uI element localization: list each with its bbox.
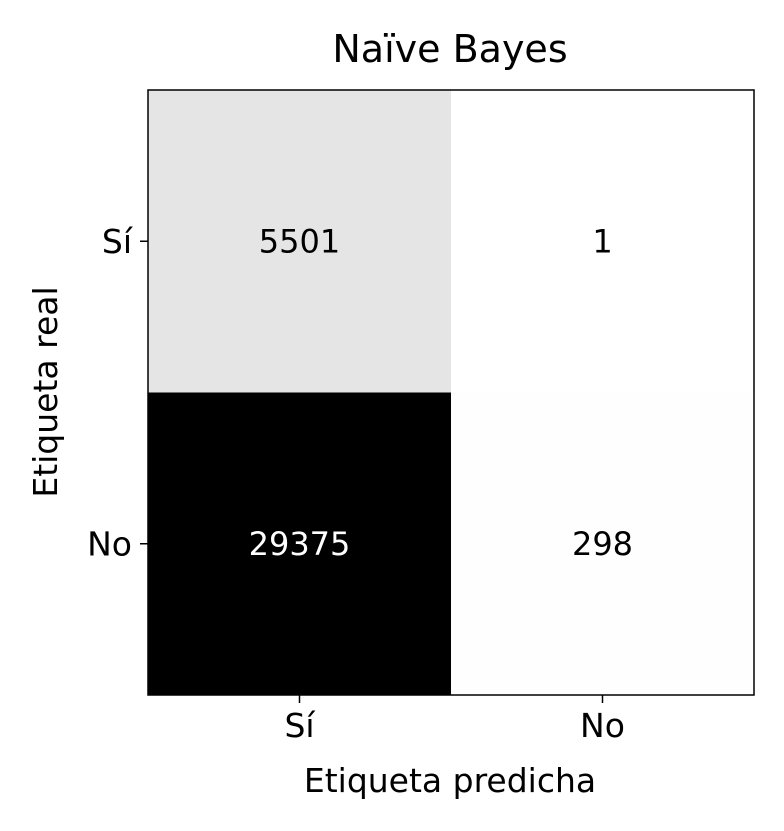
cell-0-0	[148, 90, 452, 393]
chart-title: Naïve Bayes	[332, 27, 567, 71]
cell-value-0-1: 1	[592, 222, 612, 260]
cell-value-1-0: 29375	[249, 525, 351, 563]
x-tick-label-1: No	[580, 706, 625, 745]
y-tick-label-0: Sí	[102, 222, 134, 261]
cell-value-1-1: 298	[572, 525, 633, 563]
x-axis-label: Etiqueta predicha	[304, 761, 596, 800]
cell-0-1	[451, 90, 755, 393]
cell-value-labels: 5501 1 29375 298	[249, 222, 633, 563]
cell-value-0-0: 5501	[259, 222, 340, 260]
cell-1-0	[148, 392, 452, 696]
y-tick-labels: Sí No	[87, 222, 148, 563]
cell-1-1	[451, 392, 755, 696]
y-axis-label: Etiqueta real	[26, 286, 65, 497]
x-tick-label-0: Sí	[284, 706, 316, 745]
heatmap-cells	[148, 90, 755, 696]
y-tick-label-1: No	[87, 524, 132, 563]
plot-frame	[147, 89, 755, 696]
x-tick-labels: Sí No	[284, 695, 625, 745]
